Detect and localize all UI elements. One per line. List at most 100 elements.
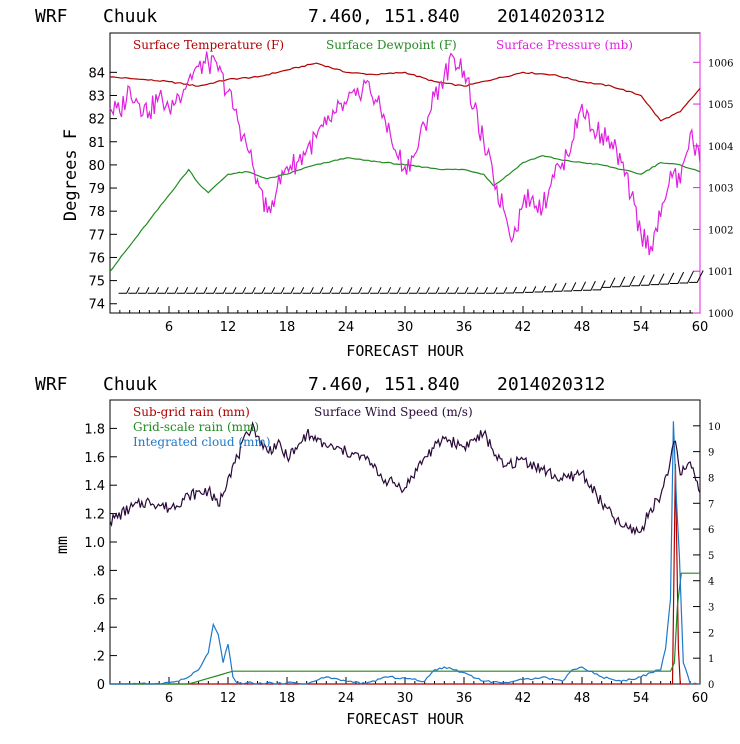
legend-temperature: Surface Temperature (F) (133, 38, 284, 52)
wind-barb (611, 276, 626, 288)
wind-barb (660, 272, 675, 285)
x-tick-label: 60 (692, 320, 709, 335)
wind-barb (147, 287, 160, 294)
y2-tick-label: 1006 (708, 58, 733, 69)
legend-pressure: Surface Pressure (mb) (496, 38, 633, 52)
y-tick-label: 75 (88, 275, 105, 290)
series-line-surface-temperature-f (109, 62, 701, 122)
chart1-x-ticks: 6 12 18 24 30 36 42 48 54 60 (119, 306, 709, 335)
wind-barb (157, 287, 169, 294)
x-tick-label: 12 (220, 320, 237, 335)
wind-barb (505, 286, 517, 294)
chart1-legend: Surface Temperature (F) Surface Dewpoint… (133, 38, 633, 52)
wind-barb (205, 287, 218, 294)
y2-tick-label: 1 (708, 654, 714, 665)
wind-barb (602, 277, 616, 288)
wind-barb (225, 287, 237, 294)
wind-barb (360, 287, 372, 294)
y-tick-label: 81 (88, 136, 105, 151)
x-tick-label: 54 (633, 320, 650, 335)
wind-barb (302, 287, 314, 294)
x-tick-label: 6 (165, 320, 173, 335)
x-tick-label: 18 (279, 320, 296, 335)
y2-tick-label: 2 (708, 628, 714, 639)
y2-tick-label: 1002 (708, 225, 733, 236)
wind-barb (631, 275, 645, 287)
chart2-y-axis-label: mm (53, 536, 71, 554)
chart2-header: WRF Chuuk 7.460, 151.840 2014020312 (35, 374, 605, 395)
chart2-legend: Sub-grid rain (mm) Grid-scale rain (mm) … (133, 405, 473, 449)
wind-barb (650, 273, 665, 286)
series-line-grid-scale-rain-mm (110, 572, 700, 685)
wind-barb (534, 285, 546, 293)
coords-label: 7.460, 151.840 (308, 6, 460, 27)
y2-tick-label: 1001 (708, 267, 733, 278)
x-tick-label: 48 (574, 320, 591, 335)
wind-barb (341, 287, 353, 294)
y-tick-label: .6 (93, 593, 105, 608)
y-tick-label: .2 (93, 650, 105, 665)
y-tick-label: 1.8 (84, 422, 105, 437)
chart1-series (109, 51, 701, 272)
x-tick-label: 60 (692, 691, 709, 706)
x-tick-label: 24 (338, 691, 355, 706)
x-tick-label: 48 (574, 691, 591, 706)
station-label-2: Chuuk (103, 374, 157, 395)
wind-barb (418, 287, 430, 294)
model-label-2: WRF (35, 374, 68, 395)
wind-barb (573, 281, 587, 292)
model-label: WRF (35, 6, 68, 27)
wind-barb (321, 287, 334, 294)
wind-barb (495, 287, 508, 294)
wind-barb (379, 287, 392, 294)
wind-barb (292, 287, 305, 294)
y-tick-label: 84 (88, 66, 105, 81)
y-tick-label: 1.4 (84, 479, 105, 494)
wind-barb (447, 287, 459, 294)
wind-barb (457, 287, 469, 294)
station-label: Chuuk (103, 6, 157, 27)
chart1-y-axis-label: Degrees F (61, 129, 81, 221)
chart1-frame (109, 32, 701, 314)
y-tick-label: 1.2 (84, 508, 105, 523)
chart2-x-axis-label: FORECAST HOUR (346, 710, 464, 728)
chart2-series (109, 421, 701, 685)
y2-tick-label: 3 (708, 603, 714, 614)
wind-barb (283, 287, 295, 294)
wind-barb (466, 287, 479, 294)
wind-barb (263, 287, 276, 294)
y-tick-label: 0 (97, 678, 105, 693)
y-tick-label: .8 (93, 564, 105, 579)
y2-tick-label: 1004 (708, 142, 733, 153)
wind-barb (592, 280, 606, 291)
wind-barb (273, 287, 285, 294)
y-tick-label: 78 (88, 205, 105, 220)
wind-barb (621, 275, 636, 287)
y2-tick-label: 7 (708, 499, 714, 510)
x-tick-label: 12 (220, 691, 237, 706)
wind-barb (437, 287, 450, 294)
x-tick-label: 36 (456, 691, 473, 706)
legend-wind: Surface Wind Speed (m/s) (314, 405, 473, 419)
wind-barb (399, 287, 411, 294)
wind-barbs (118, 270, 704, 294)
wind-barb (350, 287, 363, 294)
wind-barb (234, 287, 247, 294)
wind-barb (254, 287, 266, 294)
y2-tick-label: 1000 (708, 309, 733, 320)
init-time-label: 2014020312 (497, 6, 605, 27)
y2-tick-label: 8 (708, 473, 714, 484)
legend-grid-rain: Grid-scale rain (mm) (133, 420, 259, 434)
x-tick-label: 42 (515, 320, 532, 335)
y2-tick-label: 9 (708, 448, 714, 459)
chart2-x-ticks: 6 12 18 24 30 36 42 48 54 60 (119, 677, 709, 706)
y2-tick-label: 6 (708, 525, 714, 536)
wind-barb (553, 282, 567, 292)
y-tick-label: 82 (88, 113, 105, 128)
wind-barb (669, 271, 685, 284)
x-tick-label: 18 (279, 691, 296, 706)
y-tick-label: 1.6 (84, 451, 105, 466)
y-tick-label: .4 (93, 621, 105, 636)
chart2-precipitation: 6 12 18 24 30 36 42 48 54 60 0.2.4.6.81.01.21.41.… (53, 399, 721, 728)
